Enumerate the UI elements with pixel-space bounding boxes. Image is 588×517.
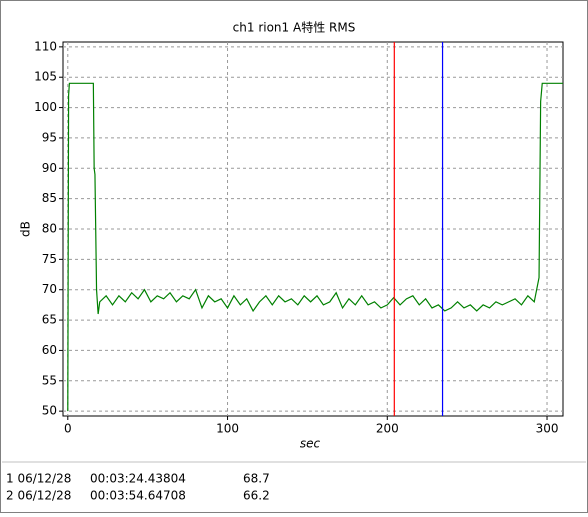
y-tick-label: 75 xyxy=(42,252,57,266)
y-tick-label: 60 xyxy=(42,343,57,357)
y-tick-label: 85 xyxy=(42,191,57,205)
reading-cell: 68.7 xyxy=(243,472,270,486)
data-line xyxy=(67,82,563,412)
y-tick-label: 80 xyxy=(42,222,57,236)
chart-title: ch1 rion1 A特性 RMS xyxy=(233,20,356,35)
y-tick-label: 55 xyxy=(42,373,57,387)
y-tick-label: 105 xyxy=(34,70,57,84)
y-tick-label: 90 xyxy=(42,161,57,175)
x-tick-label: 100 xyxy=(216,422,239,436)
y-tick-label: 65 xyxy=(42,313,57,327)
y-axis-label: dB xyxy=(19,221,33,237)
y-tick-label: 50 xyxy=(42,404,57,418)
y-tick-label: 95 xyxy=(42,130,57,144)
reading-cell: 66.2 xyxy=(243,489,270,503)
x-tick-label: 300 xyxy=(536,422,559,436)
y-tick-label: 70 xyxy=(42,282,57,296)
x-tick-label: 200 xyxy=(376,422,399,436)
x-axis-label: sec xyxy=(300,437,321,451)
reading-cell: 00:03:24.43804 xyxy=(90,472,186,486)
reading-cell: 1 06/12/28 xyxy=(6,472,71,486)
y-tick-label: 110 xyxy=(34,39,57,53)
y-tick-label: 100 xyxy=(34,100,57,114)
reading-cell: 00:03:54.64708 xyxy=(90,489,186,503)
reading-cell: 2 06/12/28 xyxy=(6,489,71,503)
x-tick-label: 0 xyxy=(64,422,72,436)
